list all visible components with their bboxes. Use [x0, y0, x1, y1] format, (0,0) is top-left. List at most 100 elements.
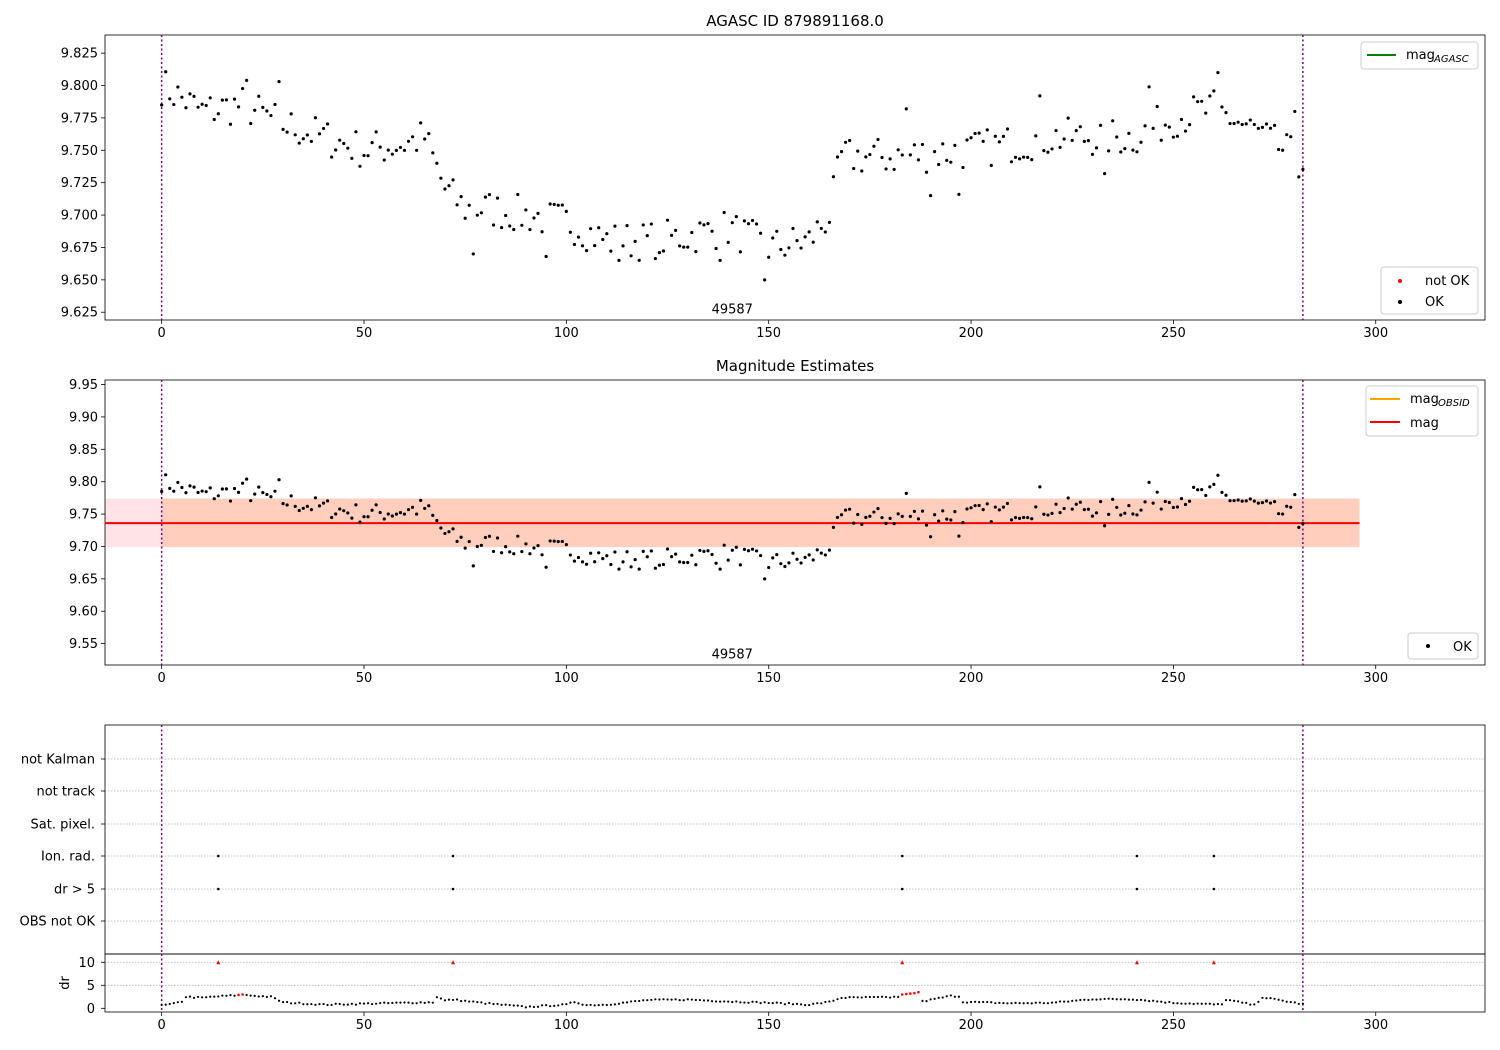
ok-point	[1127, 504, 1131, 508]
ok-point	[390, 152, 394, 156]
ok-point	[459, 195, 463, 199]
ok-point	[532, 546, 536, 550]
dr-point	[545, 1004, 548, 1007]
ok-point	[957, 534, 961, 538]
ok-point	[1285, 504, 1289, 508]
ok-point	[1050, 511, 1054, 515]
ok-point	[957, 192, 961, 196]
ok-point	[1179, 497, 1184, 501]
ok-point	[843, 508, 848, 512]
ok-point	[350, 516, 354, 520]
ok-point	[1111, 497, 1115, 501]
ok-point	[176, 85, 180, 89]
dr-point	[933, 997, 936, 1000]
ok-point	[597, 226, 601, 230]
ok-point	[625, 550, 629, 554]
dr-point	[1010, 1002, 1013, 1005]
ok-point	[601, 557, 605, 561]
dr-point	[662, 998, 665, 1001]
ok-point	[1204, 493, 1208, 498]
dr-point	[625, 1001, 629, 1004]
ok-point	[815, 548, 819, 552]
dr-point	[322, 1002, 325, 1006]
ok-point	[330, 515, 334, 520]
dr-point	[828, 1000, 831, 1003]
dr-point	[1172, 1002, 1175, 1005]
dr-red-point	[913, 991, 916, 995]
ok-point	[180, 485, 184, 490]
dr-point	[719, 1000, 722, 1003]
ok-point	[455, 539, 459, 543]
ok-point	[593, 560, 597, 564]
ok-point	[791, 551, 795, 555]
dr-point	[1119, 998, 1122, 1001]
ok-point	[520, 223, 524, 227]
ok-point	[1236, 498, 1240, 502]
ok-point	[1078, 500, 1082, 504]
dr-red-point	[917, 990, 920, 994]
dr-point	[1216, 1002, 1220, 1006]
ok-point	[1082, 508, 1086, 512]
ok-point	[722, 210, 726, 215]
agasc:0-xtick-label: 0	[158, 326, 166, 341]
legend-label: OK	[1453, 640, 1472, 655]
ok-point	[1232, 121, 1236, 126]
ytick-label: 9.625	[61, 306, 98, 321]
dr-point	[799, 1003, 803, 1006]
ok-point	[1200, 487, 1204, 492]
ok-point	[609, 249, 613, 253]
ok-point	[394, 148, 398, 152]
ok-point	[1252, 499, 1256, 503]
ok-point	[236, 490, 241, 494]
ok-point	[544, 254, 548, 259]
ok-point	[435, 161, 439, 165]
ok-point	[419, 498, 423, 502]
dr:3-xtick-label: 50	[356, 1018, 373, 1033]
ok-point	[1094, 511, 1099, 515]
ok-point	[1034, 134, 1038, 138]
ok-point	[827, 220, 831, 224]
ok-point	[860, 169, 864, 173]
ok-point	[997, 508, 1001, 512]
dr-point	[832, 999, 835, 1002]
dr-point	[654, 998, 657, 1001]
ok-point	[1228, 121, 1232, 126]
ok-point	[641, 223, 645, 227]
ok-point	[876, 137, 880, 142]
ok-point	[196, 490, 200, 495]
dr-point	[852, 996, 855, 999]
agasc:0-xtick-label: 250	[1161, 326, 1186, 341]
dr-point	[585, 1004, 588, 1007]
dr-point	[217, 995, 220, 998]
dr-point	[1265, 997, 1268, 1000]
ok-point	[977, 503, 981, 508]
dr-point	[1079, 998, 1082, 1002]
dr-point	[1115, 998, 1118, 1001]
dr-point	[423, 1001, 426, 1004]
dr-point	[982, 1000, 985, 1004]
dr-point	[735, 1000, 738, 1003]
dr-point	[690, 998, 693, 1001]
ok-point	[1268, 126, 1273, 130]
dr-point	[601, 1003, 604, 1006]
ok-point	[439, 176, 443, 180]
dr-point	[192, 996, 196, 999]
flags-panel: not Kalman not track Sat. pixel. Ion. rad. d…	[20, 724, 1486, 955]
ok-point	[289, 112, 293, 116]
ok-point	[839, 513, 844, 517]
ytick-label: 9.85	[69, 443, 98, 458]
ytick-label: 9.65	[69, 572, 98, 587]
dr-point	[512, 1004, 515, 1007]
ok-point	[827, 548, 831, 552]
dr-point	[375, 1002, 378, 1005]
ok-point	[1204, 111, 1208, 115]
ytick-label: 9.650	[61, 273, 98, 288]
ok-point	[823, 553, 827, 557]
ok-point	[1248, 118, 1252, 122]
dr-point	[949, 994, 952, 997]
ok-point	[240, 481, 245, 485]
ok-point	[188, 92, 192, 96]
ok-point	[835, 155, 840, 159]
ok-point	[313, 496, 318, 500]
ok-point	[516, 534, 520, 538]
